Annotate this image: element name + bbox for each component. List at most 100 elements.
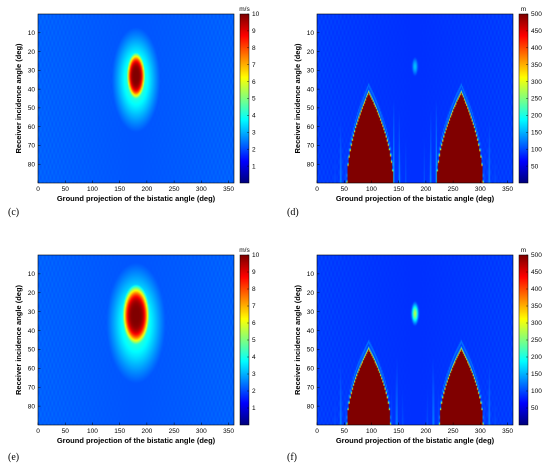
x-tick-label: 50 bbox=[341, 186, 349, 193]
x-tick-label: 0 bbox=[315, 186, 319, 193]
x-tick-label: 250 bbox=[448, 428, 459, 435]
colorbar-tick-label: 9 bbox=[252, 28, 256, 35]
colorbar-tick-label: 200 bbox=[531, 113, 542, 120]
x-axis-label: Ground projection of the bistatic angle … bbox=[336, 194, 495, 203]
x-tick-label: 350 bbox=[223, 186, 234, 193]
x-tick-label: 200 bbox=[141, 428, 152, 435]
x-tick-label: 100 bbox=[87, 428, 98, 435]
x-tick-label: 0 bbox=[315, 428, 319, 435]
colorbar-tick-label: 2 bbox=[252, 388, 256, 395]
colorbar bbox=[240, 14, 249, 183]
heatmap-image bbox=[317, 255, 513, 425]
x-tick-label: 200 bbox=[420, 428, 431, 435]
colorbar-tick-label: 500 bbox=[531, 252, 542, 259]
colorbar-tick-label: 10 bbox=[252, 11, 260, 18]
x-tick-label: 250 bbox=[169, 186, 180, 193]
x-tick-label: 250 bbox=[169, 428, 180, 435]
colorbar-tick-label: 7 bbox=[252, 303, 256, 310]
colorbar-unit: m bbox=[521, 6, 526, 13]
colorbar-tick-label: 150 bbox=[531, 371, 542, 378]
y-tick-label: 40 bbox=[307, 86, 315, 93]
colorbar bbox=[240, 255, 249, 425]
x-tick-label: 50 bbox=[62, 186, 70, 193]
colorbar-tick-label: 450 bbox=[531, 269, 542, 276]
y-tick-label: 30 bbox=[28, 309, 36, 316]
colorbar-tick-label: 450 bbox=[531, 28, 542, 35]
colorbar-tick-label: 350 bbox=[531, 303, 542, 310]
colorbar-tick-label: 6 bbox=[252, 79, 256, 86]
colorbar-tick-label: 4 bbox=[252, 113, 256, 120]
colorbar-tick-label: 10 bbox=[252, 252, 260, 259]
colorbar-tick-label: 250 bbox=[531, 337, 542, 344]
y-tick-label: 10 bbox=[28, 30, 36, 37]
x-tick-label: 350 bbox=[502, 186, 513, 193]
y-tick-label: 60 bbox=[28, 366, 36, 373]
y-tick-label: 80 bbox=[307, 161, 315, 168]
colorbar-tick-label: 350 bbox=[531, 62, 542, 69]
y-axis-label: Receiver incidence angle (deg) bbox=[293, 43, 302, 154]
colorbar-tick-label: 8 bbox=[252, 286, 256, 293]
plot-frame bbox=[316, 13, 514, 184]
y-tick-label: 10 bbox=[307, 271, 315, 278]
x-axis-label: Ground projection of the bistatic angle … bbox=[57, 194, 216, 203]
x-tick-label: 0 bbox=[36, 186, 40, 193]
y-tick-label: 20 bbox=[28, 290, 36, 297]
panel-0: 0 50 100 150 200 250 300 350 10 20 30 40 50 60 70 80 Gro… bbox=[8, 6, 260, 218]
y-tick-label: 70 bbox=[307, 143, 315, 150]
x-axis-label: Ground projection of the bistatic angle … bbox=[57, 436, 216, 445]
x-tick-label: 50 bbox=[62, 428, 70, 435]
colorbar-tick-label: 400 bbox=[531, 286, 542, 293]
colorbar-tick-label: 1 bbox=[252, 405, 256, 412]
colorbar-tick-label: 300 bbox=[531, 320, 542, 327]
y-tick-label: 20 bbox=[307, 290, 315, 297]
y-axis-label: Receiver incidence angle (deg) bbox=[14, 284, 23, 395]
colorbar-tick-label: 50 bbox=[531, 405, 539, 412]
x-tick-label: 100 bbox=[87, 186, 98, 193]
plot-frame bbox=[37, 13, 235, 184]
colorbar-tick-label: 8 bbox=[252, 45, 256, 52]
y-tick-label: 80 bbox=[307, 403, 315, 410]
y-tick-label: 60 bbox=[307, 366, 315, 373]
colorbar-tick-label: 7 bbox=[252, 62, 256, 69]
colorbar-tick-label: 200 bbox=[531, 354, 542, 361]
x-tick-label: 350 bbox=[223, 428, 234, 435]
y-tick-label: 30 bbox=[28, 68, 36, 75]
y-tick-label: 50 bbox=[307, 105, 315, 112]
x-tick-label: 200 bbox=[141, 186, 152, 193]
y-tick-label: 30 bbox=[307, 68, 315, 75]
y-tick-label: 40 bbox=[307, 328, 315, 335]
colorbar-tick-label: 5 bbox=[252, 96, 256, 103]
x-tick-label: 150 bbox=[114, 186, 125, 193]
colorbar-tick-label: 9 bbox=[252, 269, 256, 276]
colorbar-tick-label: 1 bbox=[252, 163, 256, 170]
plot-frame bbox=[316, 254, 514, 426]
x-tick-label: 50 bbox=[341, 428, 349, 435]
colorbar-tick-label: 3 bbox=[252, 130, 256, 137]
colorbar-tick-label: 300 bbox=[531, 79, 542, 86]
x-tick-label: 300 bbox=[196, 186, 207, 193]
y-tick-label: 80 bbox=[28, 161, 36, 168]
x-axis-label: Ground projection of the bistatic angle … bbox=[336, 436, 495, 445]
y-tick-label: 40 bbox=[28, 86, 36, 93]
y-tick-label: 10 bbox=[307, 30, 315, 37]
y-tick-label: 50 bbox=[307, 347, 315, 354]
x-tick-label: 150 bbox=[114, 428, 125, 435]
y-tick-label: 20 bbox=[307, 49, 315, 56]
colorbar-tick-label: 4 bbox=[252, 354, 256, 361]
colorbar-tick-label: 100 bbox=[531, 146, 542, 153]
colorbar-unit: m bbox=[521, 247, 526, 254]
y-axis-label: Receiver incidence angle (deg) bbox=[14, 43, 23, 154]
x-tick-label: 100 bbox=[366, 186, 377, 193]
x-tick-label: 100 bbox=[366, 428, 377, 435]
colorbar-tick-label: 2 bbox=[252, 146, 256, 153]
panel-2: 0 50 100 150 200 250 300 350 10 20 30 40 50 60 70 80 Gro… bbox=[8, 247, 260, 463]
colorbar-tick-label: 6 bbox=[252, 320, 256, 327]
y-tick-label: 30 bbox=[307, 309, 315, 316]
colorbar-unit: m/s bbox=[239, 247, 250, 254]
colorbar-tick-label: 150 bbox=[531, 130, 542, 137]
x-tick-label: 250 bbox=[448, 186, 459, 193]
colorbar-tick-label: 3 bbox=[252, 371, 256, 378]
panel-1: 0 50 100 150 200 250 300 350 10 20 30 40 50 60 70 80 Gro… bbox=[287, 6, 542, 218]
heatmap-image bbox=[317, 14, 513, 183]
